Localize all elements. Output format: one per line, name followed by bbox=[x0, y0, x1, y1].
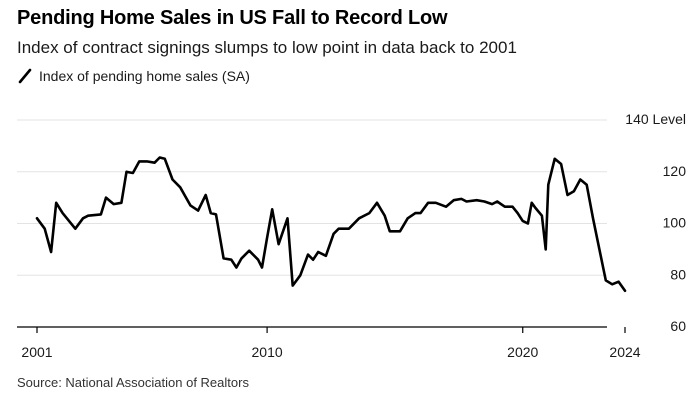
legend-line-swatch-icon bbox=[18, 68, 32, 84]
x-tick-label: 2010 bbox=[252, 344, 283, 360]
y-tick-label: 80 bbox=[670, 266, 686, 282]
series-layer bbox=[35, 156, 627, 293]
x-tick-label: 2020 bbox=[507, 344, 538, 360]
source-note: Source: National Association of Realtors bbox=[17, 375, 249, 390]
chart-title: Pending Home Sales in US Fall to Record … bbox=[17, 7, 448, 29]
y-tick-label: 60 bbox=[670, 318, 686, 334]
gridlines bbox=[17, 119, 607, 276]
x-axis: 2001 2010 2020 2024 bbox=[17, 326, 641, 360]
y-axis: 60 80 100 120 140 Level bbox=[625, 111, 686, 334]
y-tick-label: 100 bbox=[663, 215, 687, 231]
y-tick-label: 140 Level bbox=[625, 111, 686, 127]
x-tick-label: 2001 bbox=[21, 344, 52, 360]
chart-legend: Index of pending home sales (SA) bbox=[17, 67, 250, 85]
x-tick-label: 2024 bbox=[609, 344, 640, 360]
legend-label: Index of pending home sales (SA) bbox=[39, 68, 250, 84]
series-line-pending-home-sales bbox=[35, 156, 627, 293]
chart-subtitle: Index of contract signings slumps to low… bbox=[17, 38, 517, 57]
y-tick-label: 120 bbox=[663, 163, 687, 179]
